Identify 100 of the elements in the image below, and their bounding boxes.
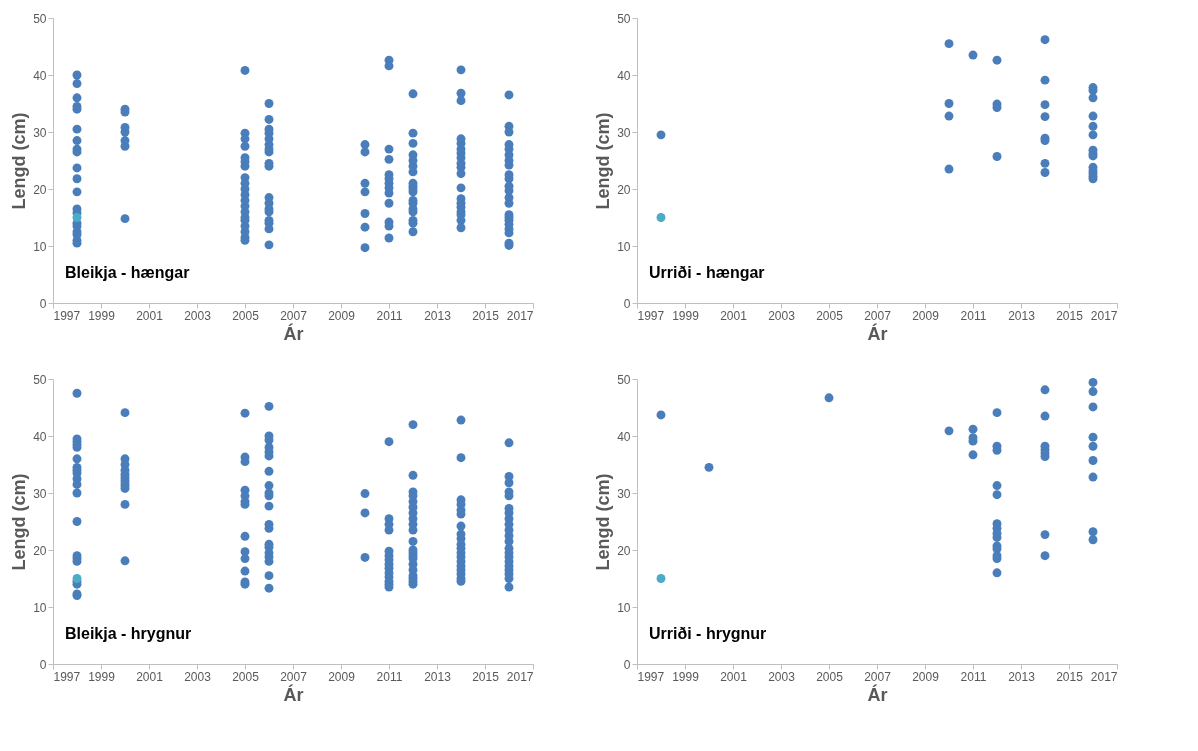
y-tick-label: 40 [617, 68, 631, 83]
annotation: Urriði - hængar [649, 264, 765, 281]
point [1088, 93, 1098, 103]
point [1088, 377, 1098, 387]
point [1088, 387, 1098, 396]
y-tick-label: 0 [623, 296, 631, 311]
point [824, 393, 834, 403]
y-axis-title: Lengd (cm) [9, 473, 30, 571]
point [1088, 456, 1098, 465]
x-tick-label: 2003 [184, 669, 212, 684]
point [944, 39, 954, 49]
x-tick-label: 2009 [328, 669, 356, 684]
point [1040, 75, 1050, 85]
x-tick-label: 2017 [506, 308, 534, 323]
point [656, 213, 666, 222]
y-tick-label: 0 [623, 657, 631, 672]
x-tick-label: 2015 [472, 308, 500, 323]
point [1088, 472, 1098, 482]
x-tick-label: 2001 [136, 669, 164, 684]
y-tick-label: 30 [33, 486, 47, 501]
x-tick-label: 2007 [280, 669, 308, 684]
x-tick-label: 2015 [1056, 308, 1084, 323]
y-tick-label: 30 [617, 486, 631, 501]
point [1088, 130, 1098, 140]
x-tick-label: 2003 [184, 308, 212, 323]
x-tick-label: 2005 [232, 308, 260, 323]
x-tick-label: 2017 [1090, 669, 1118, 684]
x-tick-label: 2011 [376, 669, 403, 684]
x-tick-label: 2009 [912, 308, 940, 323]
annotation: Bleikja - hængar [65, 264, 190, 281]
y-axis-title: Lengd (cm) [9, 112, 30, 210]
y-tick-label: 0 [39, 657, 47, 672]
x-axis-title: Ár [867, 683, 888, 705]
point [992, 408, 1002, 418]
point [1040, 112, 1050, 122]
x-axis-title: Ár [867, 322, 888, 344]
x-tick-label: 2003 [768, 669, 796, 684]
x-tick-label: 2011 [960, 669, 987, 684]
y-tick-label: 40 [617, 429, 631, 444]
x-tick-label: 2005 [816, 669, 844, 684]
x-tick-label: 2001 [720, 669, 748, 684]
x-tick-label: 2011 [376, 308, 403, 323]
point [944, 164, 954, 174]
point [1040, 530, 1050, 540]
y-tick-label: 20 [617, 182, 631, 197]
point [992, 152, 1002, 161]
x-tick-label: 2007 [864, 308, 892, 323]
x-tick-label: 1997 [53, 308, 81, 323]
y-tick-label: 50 [617, 372, 631, 387]
y-tick-label: 0 [39, 296, 47, 311]
point [1040, 158, 1050, 168]
point [992, 481, 1002, 491]
x-tick-label: 2007 [864, 669, 892, 684]
y-tick-label: 50 [33, 11, 47, 26]
point [1040, 100, 1050, 110]
x-axis-title: Ár [283, 322, 304, 344]
x-tick-label: 2013 [424, 308, 452, 323]
y-axis-title: Lengd (cm) [593, 112, 614, 210]
y-tick-label: 10 [617, 600, 631, 615]
point [1040, 385, 1050, 395]
x-tick-label: 1997 [637, 669, 665, 684]
point [944, 99, 954, 108]
point [656, 410, 666, 420]
point [1088, 402, 1098, 412]
x-tick-label: 2017 [506, 669, 534, 684]
y-tick-label: 20 [33, 182, 47, 197]
y-tick-label: 30 [617, 125, 631, 140]
point [968, 450, 978, 460]
x-tick-label: 2013 [424, 669, 452, 684]
y-tick-label: 10 [33, 600, 47, 615]
x-tick-label: 2015 [472, 669, 500, 684]
x-tick-label: 2009 [912, 669, 940, 684]
y-tick-label: 10 [33, 239, 47, 254]
y-tick-label: 10 [617, 239, 631, 254]
x-tick-label: 2007 [280, 308, 308, 323]
point [992, 490, 1002, 500]
y-tick-label: 40 [33, 68, 47, 83]
annotation: Bleikja - hrygnur [65, 625, 192, 642]
point [1088, 111, 1098, 121]
x-tick-label: 2001 [136, 308, 164, 323]
point [968, 50, 978, 60]
point [1040, 168, 1050, 177]
point [992, 55, 1002, 65]
point [656, 130, 666, 140]
point [1040, 411, 1050, 421]
x-tick-label: 1997 [53, 669, 81, 684]
x-tick-label: 2001 [720, 308, 748, 323]
point [704, 462, 714, 472]
y-tick-label: 50 [33, 372, 47, 387]
x-tick-label: 1997 [637, 308, 665, 323]
x-tick-label: 2005 [816, 308, 844, 323]
point [968, 424, 978, 434]
y-tick-label: 30 [33, 125, 47, 140]
point [944, 426, 954, 436]
y-tick-label: 50 [617, 11, 631, 26]
point [656, 574, 666, 583]
x-tick-label: 2015 [1056, 669, 1084, 684]
y-tick-label: 20 [617, 543, 631, 558]
x-tick-label: 2003 [768, 308, 796, 323]
x-tick-label: 2013 [1008, 669, 1036, 684]
